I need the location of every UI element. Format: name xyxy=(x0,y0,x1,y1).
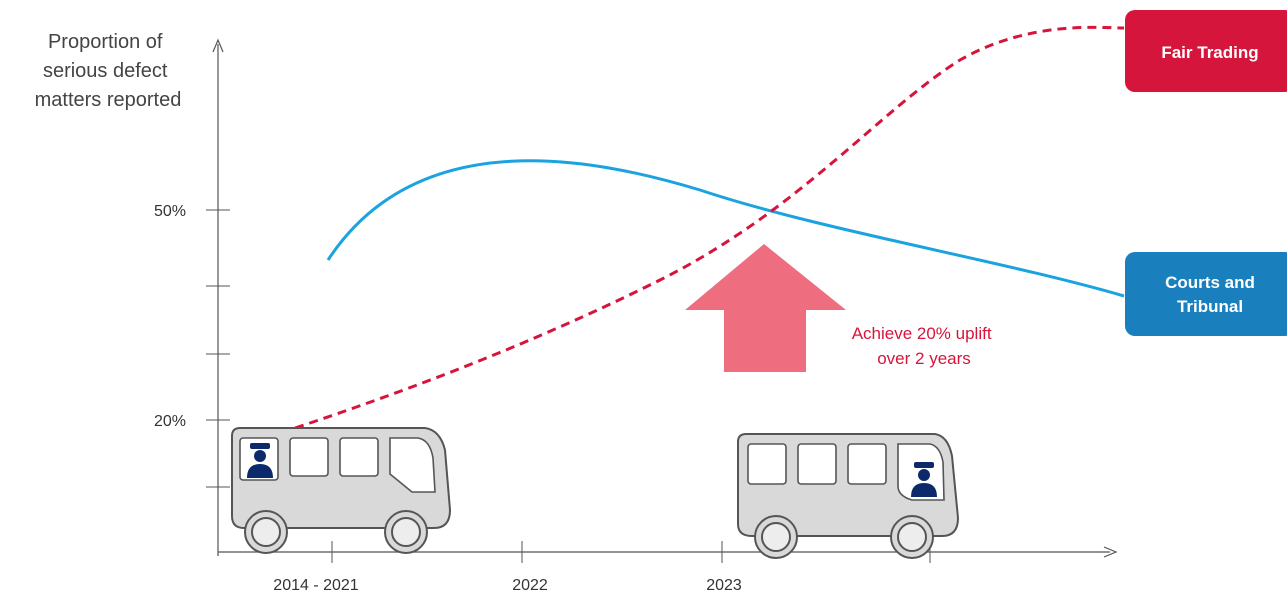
x-tick-label: 2014 - 2021 xyxy=(273,577,359,594)
x-tick-label: 2023 xyxy=(706,577,742,594)
uplift-annotation-line: Achieve 20% uplift xyxy=(852,324,992,343)
series-line-fair-trading xyxy=(294,25,1125,430)
y-axis xyxy=(206,38,230,556)
label-courts-and-tribunal: Courts and xyxy=(1165,273,1255,292)
bus-icon xyxy=(737,433,960,559)
label-courts-and-tribunal-line-2: Tribunal xyxy=(1177,297,1243,316)
police-officer-icon xyxy=(247,443,273,478)
label-fair-trading: Fair Trading xyxy=(1161,43,1258,62)
x-axis xyxy=(218,541,1118,563)
y-axis-title-line: serious defect xyxy=(43,60,168,82)
y-tick-label: 50% xyxy=(154,203,186,220)
series-line-courts-and-tribunal xyxy=(326,159,1125,298)
x-tick-label: 2022 xyxy=(512,577,548,594)
label-box-fair-trading: Fair Trading xyxy=(1125,10,1287,92)
y-axis-title-line: matters reported xyxy=(35,89,182,111)
bus-icon xyxy=(231,427,452,554)
uplift-arrow-icon xyxy=(685,244,846,372)
uplift-annotation: Achieve 20% uplift over 2 years xyxy=(852,324,997,368)
uplift-annotation-line: over 2 years xyxy=(877,349,971,368)
label-box-courts-and-tribunal: Courts and Tribunal xyxy=(1125,252,1287,336)
police-officer-icon xyxy=(911,462,937,497)
y-axis-title-line: Proportion of xyxy=(48,31,163,53)
y-axis-title: Proportion of serious defect matters rep… xyxy=(35,31,182,111)
y-tick-label: 20% xyxy=(154,413,186,430)
